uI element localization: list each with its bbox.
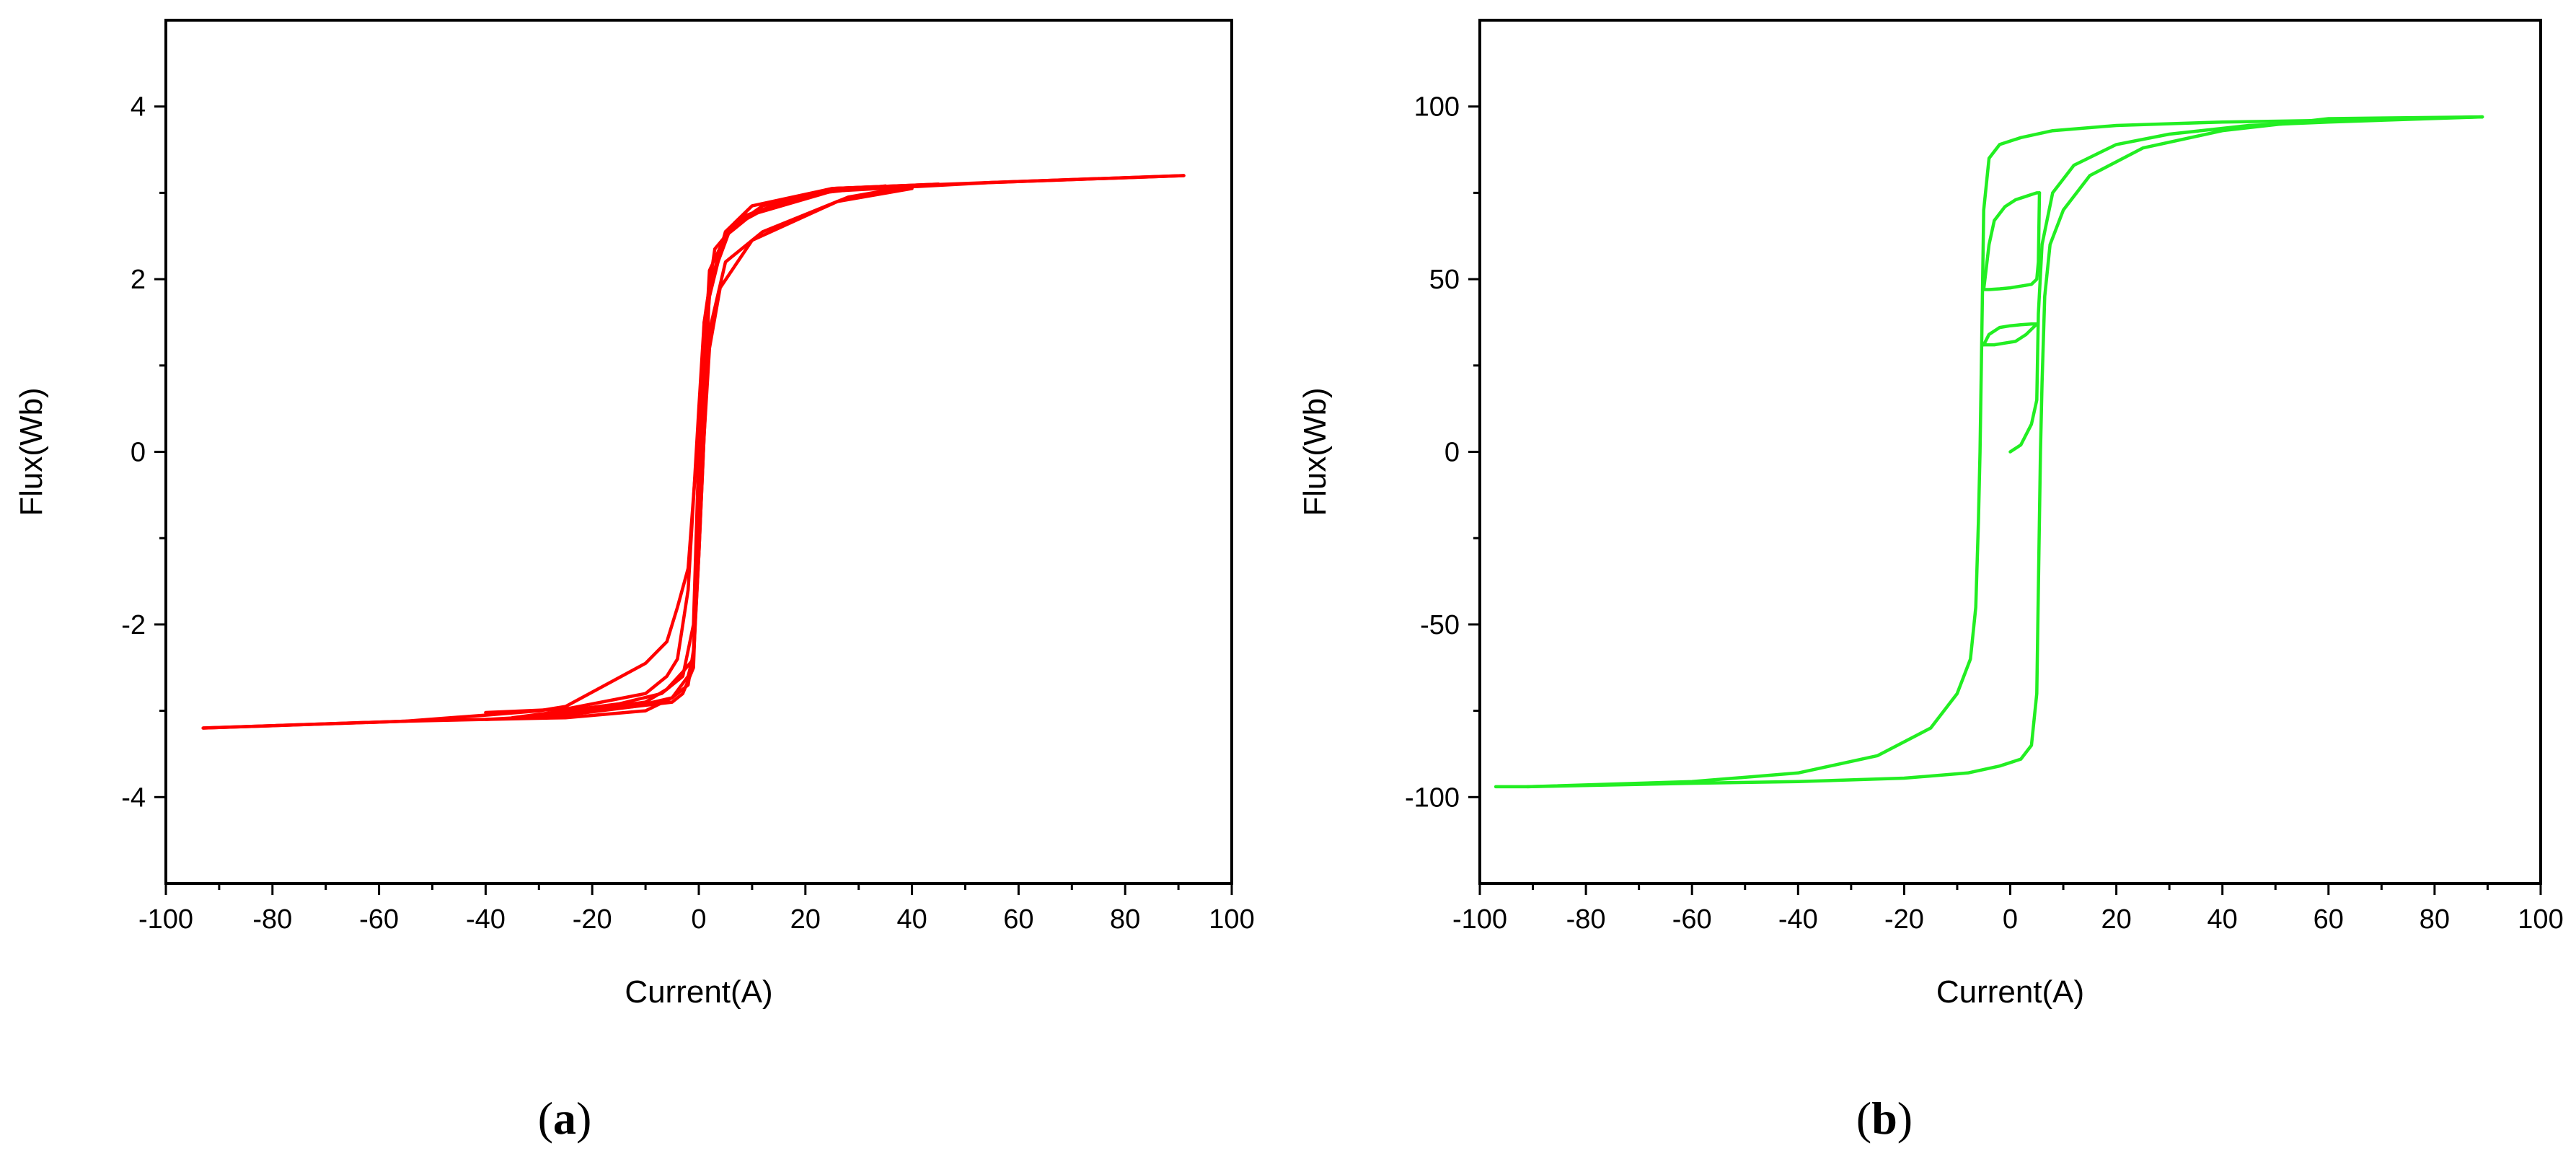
curve-a-6 bbox=[537, 187, 914, 717]
y-axis-title: Flux(Wb) bbox=[1297, 387, 1333, 516]
curve-b-1 bbox=[1494, 115, 2484, 789]
x-tick-label: -40 bbox=[1778, 904, 1818, 935]
x-axis-title: Current(A) bbox=[1936, 974, 2084, 1010]
x-tick-label: 20 bbox=[2101, 904, 2131, 935]
curve-b-6 bbox=[1982, 322, 2039, 347]
y-tick-label: 0 bbox=[131, 438, 146, 468]
x-tick-label: 40 bbox=[2207, 904, 2238, 935]
x-tick-label: -80 bbox=[1566, 904, 1606, 935]
curve-a-7 bbox=[511, 184, 887, 720]
x-tick-label: -100 bbox=[138, 904, 193, 935]
y-tick-label: 4 bbox=[131, 92, 146, 123]
curve-a-5 bbox=[537, 184, 914, 717]
x-tick-label: 0 bbox=[2003, 904, 2018, 935]
curve-b-5 bbox=[1982, 191, 2042, 291]
x-tick-label: -40 bbox=[466, 904, 506, 935]
x-tick-label: -20 bbox=[573, 904, 612, 935]
chart-panel-a: -100 -80 -60 -40 -20 0 20 40 60 80 100-4-2024Curre… bbox=[14, 19, 1255, 1144]
x-tick-label: 60 bbox=[2313, 904, 2344, 935]
panel-label: (b) bbox=[1856, 1093, 1913, 1144]
x-tick-label: -80 bbox=[252, 904, 292, 935]
chart-panel-b: -100 -80 -60 -40 -20 0 20 40 60 80 100 -100 -50 0 50 10… bbox=[1297, 19, 2564, 1144]
x-tick-label: 100 bbox=[2518, 904, 2563, 935]
x-tick-label: -100 bbox=[1452, 904, 1507, 935]
y-tick-label: 2 bbox=[131, 265, 146, 295]
x-tick-label: 20 bbox=[790, 904, 821, 935]
x-tick-label: 40 bbox=[896, 904, 927, 935]
y-tick-label: 100 bbox=[1414, 92, 1460, 123]
x-tick-label: 60 bbox=[1003, 904, 1033, 935]
y-tick-label: -50 bbox=[1420, 610, 1460, 640]
x-tick-label: 100 bbox=[1209, 904, 1254, 935]
y-tick-label: -2 bbox=[121, 610, 146, 640]
panel-label: (a) bbox=[538, 1093, 592, 1144]
curve-b-3 bbox=[2008, 115, 2484, 454]
x-tick-label: 80 bbox=[2420, 904, 2450, 935]
y-axis-title: Flux(Wb) bbox=[14, 387, 49, 516]
x-tick-label: 0 bbox=[691, 904, 706, 935]
x-tick-label: -60 bbox=[1672, 904, 1712, 935]
y-tick-label: 0 bbox=[1444, 438, 1460, 468]
curve-b-2 bbox=[1525, 115, 2484, 789]
x-tick-label: -20 bbox=[1884, 904, 1924, 935]
x-tick-label: -60 bbox=[359, 904, 399, 935]
y-tick-label: -100 bbox=[1405, 782, 1460, 813]
y-tick-label: -4 bbox=[121, 782, 146, 813]
x-tick-label: 80 bbox=[1110, 904, 1140, 935]
curve-b-4 bbox=[1982, 191, 2042, 291]
curve-b-7 bbox=[1982, 322, 2039, 347]
x-axis-title: Current(A) bbox=[625, 974, 772, 1010]
y-tick-label: 50 bbox=[1429, 265, 1460, 295]
